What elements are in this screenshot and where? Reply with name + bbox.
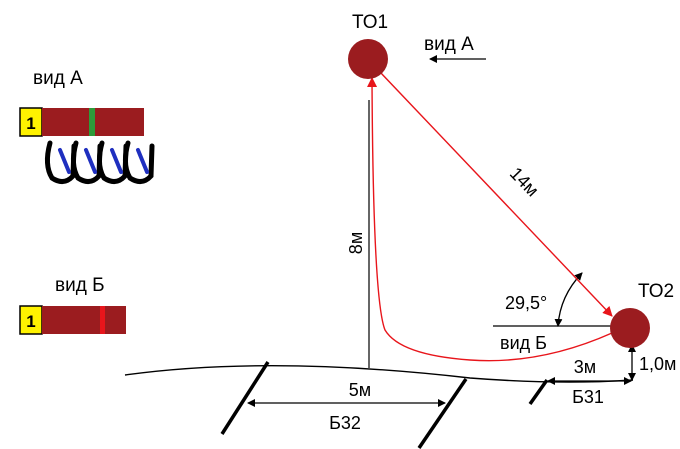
view-b-tape: 1	[19, 305, 126, 335]
view-b-stripe	[100, 306, 105, 334]
view-a-direction-label: вид А	[424, 34, 474, 55]
b32-label: Б32	[329, 413, 361, 433]
path-to1-to2	[379, 71, 613, 317]
b31-stake	[528, 378, 549, 406]
view-a-tape: 1	[19, 107, 144, 137]
to2-marker	[610, 308, 650, 348]
angle-arc	[554, 272, 583, 327]
to2-height-label: 1,0м	[639, 354, 676, 374]
view-b-badge: 1	[26, 312, 35, 331]
carabiner-icon	[96, 140, 129, 184]
carabiner-icon	[122, 140, 155, 184]
b32-left-stake	[220, 361, 270, 435]
angle-label: 29,5°	[505, 293, 547, 313]
b31-distance-label: 3м	[574, 357, 596, 377]
to1-label: ТО1	[352, 12, 388, 33]
path-to2-to1	[367, 77, 613, 362]
view-b-tape-bar	[42, 306, 126, 334]
carabiner-icons	[44, 140, 155, 184]
view-b-title: вид Б	[55, 275, 105, 296]
b32-right-stake	[417, 378, 468, 449]
carabiner-icon	[44, 140, 77, 184]
to2-label: ТО2	[638, 281, 674, 302]
to1-to2-distance-label: 14м	[506, 163, 543, 200]
b31-label: Б31	[572, 387, 604, 407]
ground-line	[124, 365, 634, 383]
b32-distance-label: 5м	[349, 380, 371, 400]
view-a-stripe	[89, 108, 95, 136]
view-a-title: вид А	[33, 68, 83, 89]
view-a-badge: 1	[26, 114, 35, 133]
view-b-direction-label: вид Б	[500, 333, 547, 353]
carabiner-icon	[70, 140, 103, 184]
to1-height-label: 8м	[346, 232, 366, 254]
to1-marker	[348, 39, 388, 79]
